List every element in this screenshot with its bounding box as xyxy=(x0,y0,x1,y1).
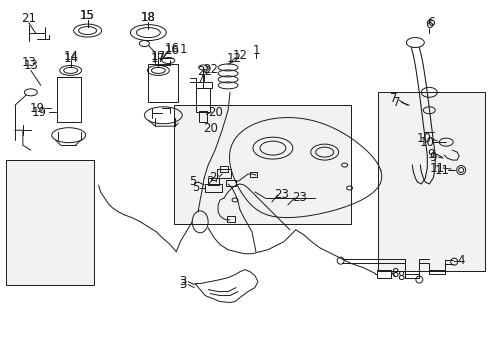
Text: 11: 11 xyxy=(434,163,449,176)
Text: 19: 19 xyxy=(29,102,44,115)
Bar xyxy=(378,92,484,271)
Bar xyxy=(225,180,236,186)
Text: 14: 14 xyxy=(63,52,78,65)
Text: 3: 3 xyxy=(179,278,186,291)
Text: 10: 10 xyxy=(419,136,434,149)
Text: 13: 13 xyxy=(23,59,38,72)
Text: 18: 18 xyxy=(141,11,156,24)
Text: 2: 2 xyxy=(209,171,217,184)
Text: 18: 18 xyxy=(141,11,156,24)
Text: 13: 13 xyxy=(21,56,36,69)
Text: 11: 11 xyxy=(429,162,444,175)
Text: 1: 1 xyxy=(252,44,259,57)
Text: 16: 16 xyxy=(164,44,180,57)
Text: 7: 7 xyxy=(389,92,396,105)
Text: 17: 17 xyxy=(150,50,165,63)
Text: 7: 7 xyxy=(392,96,399,109)
Bar xyxy=(377,270,390,278)
Text: 10: 10 xyxy=(416,132,431,145)
Bar xyxy=(220,166,227,172)
Text: 23: 23 xyxy=(292,192,306,204)
Bar xyxy=(196,88,210,112)
Text: 4: 4 xyxy=(456,254,464,267)
Text: 9: 9 xyxy=(427,148,434,161)
Text: 20: 20 xyxy=(203,122,217,135)
Text: 16: 16 xyxy=(164,42,180,55)
Text: 5: 5 xyxy=(192,181,200,194)
Text: 15: 15 xyxy=(80,9,95,22)
Text: 8: 8 xyxy=(397,270,404,283)
Text: 20: 20 xyxy=(207,106,222,119)
Text: 6: 6 xyxy=(427,16,434,29)
Bar xyxy=(199,111,207,122)
Text: 21: 21 xyxy=(21,12,36,25)
Text: 17: 17 xyxy=(150,52,165,65)
Bar xyxy=(148,64,178,102)
Bar xyxy=(249,172,256,177)
Bar xyxy=(226,216,235,222)
Text: 3: 3 xyxy=(179,275,186,288)
Text: 15: 15 xyxy=(80,9,95,22)
Text: 2: 2 xyxy=(206,175,213,189)
Bar xyxy=(205,184,222,192)
Text: 22: 22 xyxy=(202,63,217,76)
Bar xyxy=(217,169,230,178)
Text: 12: 12 xyxy=(226,52,241,65)
Text: 8: 8 xyxy=(391,267,398,280)
Text: 19: 19 xyxy=(31,106,46,119)
Text: 1: 1 xyxy=(179,43,186,56)
Text: 14: 14 xyxy=(63,50,78,63)
Text: 6: 6 xyxy=(425,18,432,31)
Bar xyxy=(57,77,81,122)
Bar xyxy=(208,178,219,185)
Bar xyxy=(6,161,93,285)
Text: 9: 9 xyxy=(428,150,436,163)
Text: 5: 5 xyxy=(189,175,197,189)
Bar xyxy=(174,105,350,224)
Text: 23: 23 xyxy=(274,188,289,202)
Text: 12: 12 xyxy=(232,49,247,62)
Text: 22: 22 xyxy=(196,65,211,78)
